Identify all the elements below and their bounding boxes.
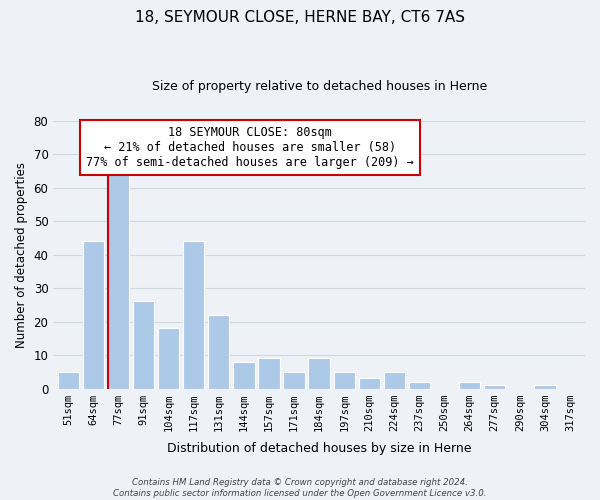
Bar <box>108 171 129 388</box>
Y-axis label: Number of detached properties: Number of detached properties <box>15 162 28 348</box>
Bar <box>384 372 405 388</box>
X-axis label: Distribution of detached houses by size in Herne: Distribution of detached houses by size … <box>167 442 472 455</box>
Bar <box>133 302 154 388</box>
Text: 18, SEYMOUR CLOSE, HERNE BAY, CT6 7AS: 18, SEYMOUR CLOSE, HERNE BAY, CT6 7AS <box>135 10 465 25</box>
Bar <box>484 385 505 388</box>
Text: 18 SEYMOUR CLOSE: 80sqm
← 21% of detached houses are smaller (58)
77% of semi-de: 18 SEYMOUR CLOSE: 80sqm ← 21% of detache… <box>86 126 414 169</box>
Bar <box>58 372 79 388</box>
Bar <box>409 382 430 388</box>
Bar <box>283 372 305 388</box>
Bar <box>233 362 254 388</box>
Bar <box>308 358 330 388</box>
Bar <box>158 328 179 388</box>
Bar <box>83 241 104 388</box>
Bar <box>259 358 280 388</box>
Bar <box>459 382 480 388</box>
Text: Contains HM Land Registry data © Crown copyright and database right 2024.
Contai: Contains HM Land Registry data © Crown c… <box>113 478 487 498</box>
Bar <box>208 315 229 388</box>
Bar <box>359 378 380 388</box>
Bar <box>334 372 355 388</box>
Bar <box>534 385 556 388</box>
Bar <box>183 241 205 388</box>
Title: Size of property relative to detached houses in Herne: Size of property relative to detached ho… <box>152 80 487 93</box>
